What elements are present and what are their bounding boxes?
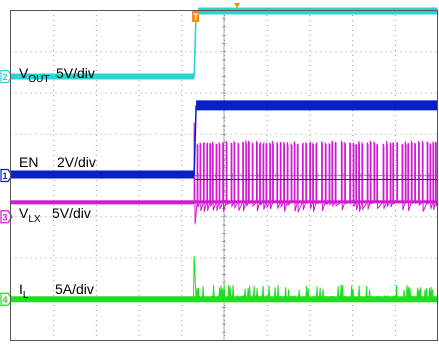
il-label: IL 5A/div xyxy=(19,281,94,301)
en-scale: 2V/div xyxy=(57,154,96,170)
channel-2-marker-label: 2 xyxy=(2,72,7,82)
il-scale: 5A/div xyxy=(55,281,94,297)
il-label-sub: L xyxy=(23,290,29,301)
vout-label: VOUT 5V/div xyxy=(19,65,95,85)
plot-border xyxy=(10,10,438,341)
vlx-baseline-band xyxy=(10,200,195,205)
vlx-label-main: V xyxy=(19,205,29,221)
vout-label-sub: OUT xyxy=(28,74,49,85)
trigger-marker xyxy=(192,11,200,22)
vlx-label: VLX 5V/div xyxy=(19,205,91,225)
vlx-label-sub: LX xyxy=(28,214,41,225)
il-band xyxy=(10,296,438,303)
channel-3-marker-label: 3 xyxy=(2,212,7,222)
en-label: EN 2V/div xyxy=(19,154,96,170)
trigger-arrow-icon xyxy=(234,3,241,8)
vout-scale: 5V/div xyxy=(56,65,95,81)
en-edge xyxy=(193,105,197,176)
en-low-band xyxy=(10,170,195,179)
vlx-switching-band xyxy=(194,200,438,204)
trigger-marker-label: T xyxy=(193,12,199,22)
channel-1-marker-label: 1 xyxy=(2,171,7,181)
en-high-band xyxy=(196,100,438,111)
vlx-scale: 5V/div xyxy=(52,205,91,221)
vout-low-band xyxy=(10,73,195,80)
il-label-main: I xyxy=(19,281,23,297)
channel-4-marker-label: 4 xyxy=(2,295,7,305)
vout-label-main: V xyxy=(19,65,29,81)
en-label-main: EN xyxy=(19,154,38,170)
